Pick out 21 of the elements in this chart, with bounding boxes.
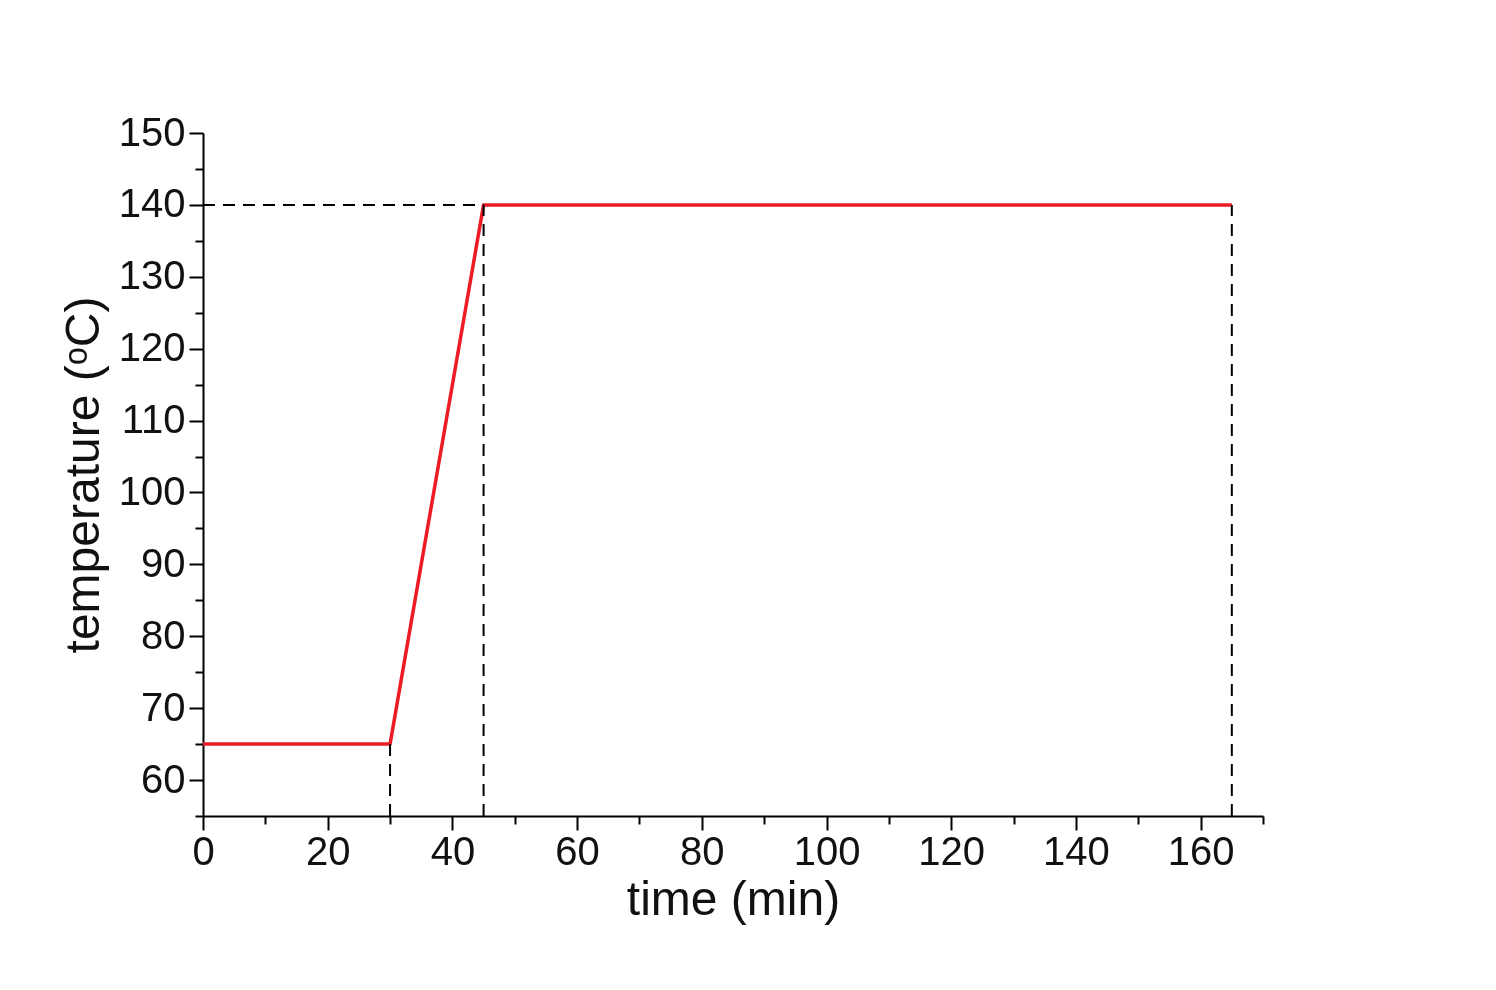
- y-tick-label: 120: [118, 325, 186, 370]
- y-tick-label: 60: [141, 756, 186, 801]
- x-tick-label: 140: [1043, 828, 1110, 873]
- y-tick-label: 70: [141, 684, 186, 729]
- y-tick-label: 90: [141, 540, 186, 585]
- x-tick-label: 0: [192, 828, 215, 873]
- x-tick-label: 60: [555, 828, 600, 873]
- y-tick-label: 110: [121, 397, 186, 442]
- y-tick-label: 80: [141, 612, 186, 657]
- x-axis-title: time (min): [626, 871, 841, 925]
- y-axis-title: temperature (ᵒC): [55, 296, 109, 654]
- y-tick-label: 150: [118, 109, 186, 154]
- x-tick-label: 20: [305, 828, 351, 873]
- x-tick-label: 80: [680, 828, 725, 873]
- x-tick-label: 40: [430, 828, 476, 873]
- y-tick-label: 130: [118, 253, 186, 298]
- x-tick-label: 120: [918, 828, 986, 873]
- y-tick-label: 140: [118, 181, 186, 226]
- y-tick-label: 100: [118, 468, 186, 513]
- x-tick-label: 160: [1167, 828, 1235, 873]
- x-tick-label: 100: [793, 828, 861, 873]
